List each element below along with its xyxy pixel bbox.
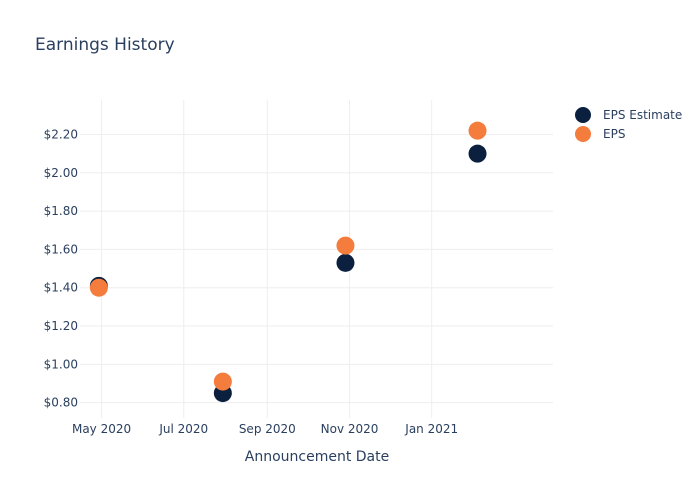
y-tick-label: $1.20 (44, 319, 78, 333)
x-tick-label: Sep 2020 (239, 422, 296, 436)
y-tick-label: $1.40 (44, 281, 78, 295)
data-point-eps[interactable] (213, 372, 232, 391)
x-axis-title: Announcement Date (245, 449, 389, 465)
legend-label: EPS (603, 127, 625, 141)
legend-marker (575, 107, 591, 123)
x-tick-label: May 2020 (72, 422, 131, 436)
data-point-eps-estimate[interactable] (468, 144, 487, 163)
grid-layer (80, 100, 553, 418)
x-tick-label: Jan 2021 (404, 422, 458, 436)
y-tick-label: $2.20 (44, 127, 78, 141)
legend-marker (575, 126, 591, 142)
axis-layer: $0.80 $1.00 $1.20 $1.40 $1.60 $1.80 $2.00 $2.20… (44, 127, 459, 436)
y-tick-label: $2.00 (44, 166, 78, 180)
data-point-eps[interactable] (89, 278, 108, 297)
data-point-eps[interactable] (336, 236, 355, 255)
y-tick-label: $1.00 (44, 357, 78, 371)
legend-item-eps-estimate[interactable]: EPS Estimate (575, 107, 682, 123)
data-point-eps-estimate[interactable] (336, 253, 355, 272)
points-layer (89, 121, 487, 403)
legend-item-eps[interactable]: EPS (575, 126, 625, 142)
legend[interactable]: EPS Estimate EPS (575, 107, 682, 142)
y-tick-label: $1.60 (44, 242, 78, 256)
chart-title: Earnings History (35, 35, 175, 55)
legend-label: EPS Estimate (603, 108, 682, 122)
x-tick-label: Nov 2020 (321, 422, 379, 436)
y-tick-label: $0.80 (44, 396, 78, 410)
y-tick-label: $1.80 (44, 204, 78, 218)
x-tick-label: Jul 2020 (158, 422, 208, 436)
data-point-eps[interactable] (468, 121, 487, 140)
